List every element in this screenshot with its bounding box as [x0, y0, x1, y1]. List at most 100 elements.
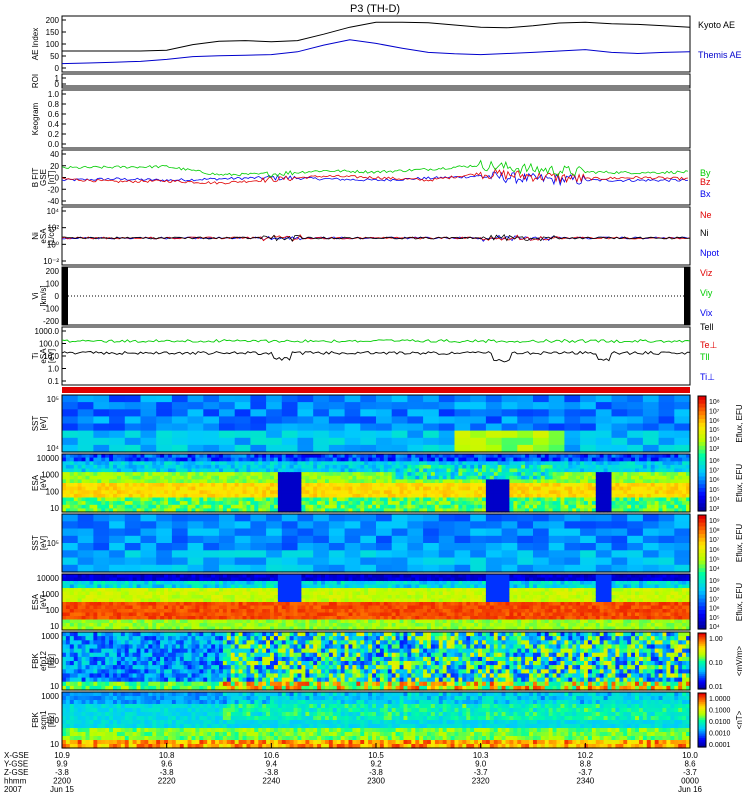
- ion-colorbar-cell: [698, 446, 706, 450]
- ion-colorbar-cell: [698, 396, 706, 400]
- electron-colorbar-cell: [698, 564, 706, 568]
- xaxis-tick-time: 2240: [262, 777, 280, 786]
- xaxis-tick-time: 2220: [158, 777, 176, 786]
- ion-colorbar-cell: [698, 442, 706, 446]
- density-ytick: 10²: [47, 224, 59, 233]
- xaxis-row-label: 2007: [4, 785, 22, 794]
- sst-elec-cbar-label: Eflux, EFU: [735, 524, 744, 562]
- fbk-e-cbar-label: <mV/m>: [735, 646, 744, 677]
- temperature-ytick: 10.0: [43, 352, 59, 361]
- ion-colorbar-cell: [698, 496, 706, 500]
- keogram-ytick: 1.0: [48, 90, 60, 99]
- esa-ion-cbar-tick: 10⁶: [709, 477, 720, 484]
- keogram-panel-frame: [62, 90, 690, 148]
- xaxis-tick-time: 2300: [367, 777, 385, 786]
- fbk-e-ytick: 10: [50, 682, 59, 691]
- bfit-ytick: 0: [55, 174, 60, 183]
- velocity-ytick: 200: [46, 267, 60, 276]
- fbk-b-cbar-tick: 0.0010: [709, 731, 731, 738]
- velocity-panel-frame: [62, 267, 690, 325]
- temperature-ytick: 100.0: [39, 340, 60, 349]
- velocity-left-bar: [62, 267, 68, 325]
- velocity-ytick: 100: [46, 280, 60, 289]
- fbk-e-ytick: 1000: [41, 632, 59, 641]
- esa-ion-ytick: 1000: [41, 471, 59, 480]
- xaxis-tick-date: Jun 15: [50, 785, 75, 794]
- esa-elec-cbar-tick: 10⁶: [709, 606, 720, 613]
- ion-colorbar-cell: [698, 411, 706, 415]
- esa-elec-cbar-tick: 10⁷: [709, 596, 720, 603]
- bfit-legend-2: Bx: [700, 189, 711, 199]
- ae-ytick: 50: [50, 52, 59, 61]
- ion-colorbar-cell: [698, 427, 706, 431]
- ion-colorbar-cell: [698, 457, 706, 461]
- temperature-ytick: 0.1: [48, 377, 60, 386]
- sst-ion-cbar-tick: 10⁵: [709, 427, 720, 434]
- plot-title: P3 (TH-D): [350, 3, 400, 15]
- ion-colorbar-cell: [698, 484, 706, 488]
- ion-colorbar-cell: [698, 503, 706, 507]
- electron-colorbar-cell: [698, 583, 706, 587]
- ion-colorbar-cell: [698, 408, 706, 412]
- bfit-ytick: 20: [50, 162, 59, 171]
- sst-elec-cbar-tick: 10⁴: [709, 566, 720, 573]
- temperature-ytick: 1.0: [48, 365, 60, 374]
- electron-colorbar-cell: [698, 519, 706, 523]
- sst-elec-spectrogram: [62, 514, 691, 573]
- ae-legend-0: Kyoto AE: [698, 20, 735, 30]
- keogram-ytick: 0.6: [48, 110, 60, 119]
- sst-elec-ytick: 10⁵: [47, 539, 59, 548]
- sst-ion-cbar-tick: 10⁷: [709, 408, 720, 415]
- sst-ion-cbar-tick: 10⁸: [709, 399, 720, 406]
- ae-ytick: 0: [55, 64, 60, 73]
- temperature-ytick: 1000.0: [35, 327, 60, 336]
- fbk-b-ytick: 1000: [41, 692, 59, 701]
- density-ytick: 10⁴: [47, 207, 60, 216]
- ion-colorbar-cell: [698, 454, 706, 458]
- temperature-legend-3: Ti⊥: [700, 372, 715, 382]
- electron-colorbar-cell: [698, 538, 706, 542]
- velocity-ytick: -200: [43, 317, 60, 326]
- esa-elec-cbar-tick: 10⁴: [709, 624, 720, 631]
- temperature-legend-1: Te⊥: [700, 340, 718, 350]
- ae-series-1: [62, 40, 690, 64]
- sst-elec-cbar-tick: 10⁵: [709, 556, 720, 563]
- esa-elec-cbar-tick: 10⁸: [709, 587, 720, 594]
- fbk-e-cbar-tick: 0.10: [709, 660, 723, 667]
- keogram-ytick: 0.4: [48, 120, 60, 129]
- ae-ylabel: AE Index: [31, 28, 40, 60]
- electron-colorbar-cell: [698, 618, 706, 622]
- esa-elec-cbar-tick: 10⁵: [709, 615, 720, 622]
- esa-ion-cbar-label: Eflux, EFU: [735, 464, 744, 502]
- electron-colorbar-cell: [698, 595, 706, 599]
- electron-colorbar-cell: [698, 606, 706, 610]
- electron-colorbar-cell: [698, 572, 706, 576]
- electron-colorbar-cell: [698, 580, 706, 584]
- sst-elec-cbar-tick: 10⁶: [709, 547, 720, 554]
- ion-colorbar-cell: [698, 473, 706, 477]
- fbk-b-cbar-label: <nT>: [735, 710, 744, 729]
- esa-elec-ytick: 10000: [37, 574, 60, 583]
- esa-elec-ytick: 100: [46, 606, 60, 615]
- sst-ion-ytick: 10⁴: [47, 444, 60, 453]
- ion-colorbar-cell: [698, 431, 706, 435]
- electron-colorbar-cell: [698, 614, 706, 618]
- sst-ion-cbar-tick: 10⁴: [709, 437, 720, 444]
- esa-ion-ytick: 10000: [37, 454, 60, 463]
- electron-colorbar-cell: [698, 610, 706, 614]
- ae-legend-1: Themis AE: [698, 50, 742, 60]
- ion-colorbar-cell: [698, 480, 706, 484]
- electron-colorbar-cell: [698, 587, 706, 591]
- electron-colorbar-cell: [698, 568, 706, 572]
- fbk-e-ytick: 100: [46, 657, 60, 666]
- electron-colorbar-cell: [698, 530, 706, 534]
- esa-elec-cbar-label: Eflux, EFU: [735, 583, 744, 621]
- ion-colorbar-cell: [698, 419, 706, 423]
- esa-elec-cbar-tick: 10⁹: [709, 578, 720, 585]
- esa-ion-cbar-tick: 10⁸: [709, 458, 720, 465]
- bfit-legend-1: By: [700, 168, 711, 178]
- ion-colorbar-cell: [698, 488, 706, 492]
- xaxis-tick-date: Jun 16: [678, 785, 703, 794]
- electron-colorbar-cell: [698, 542, 706, 546]
